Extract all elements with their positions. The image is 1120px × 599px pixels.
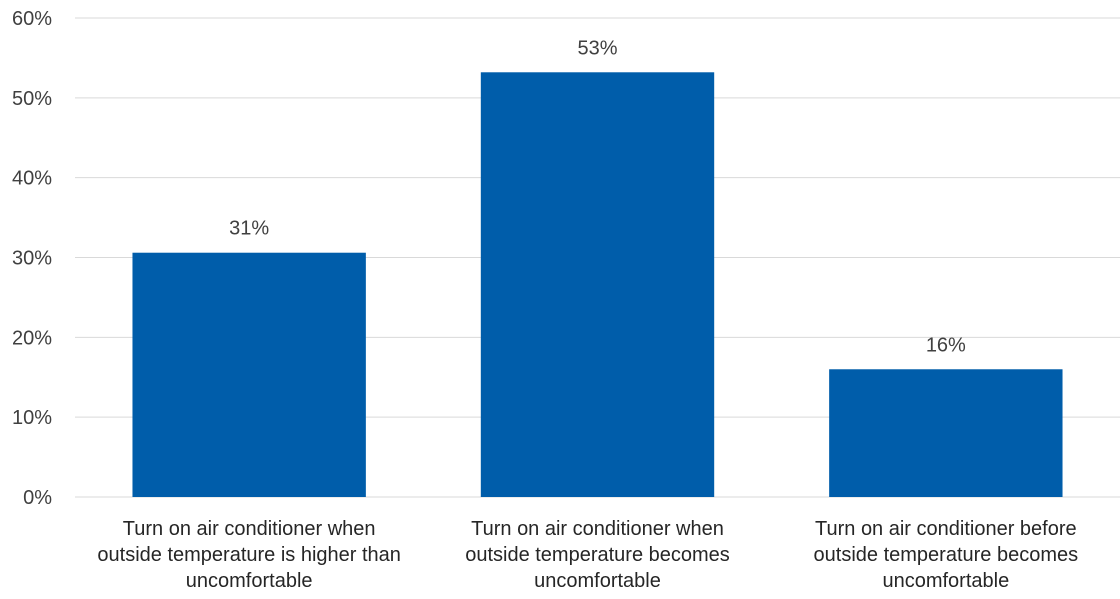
data-label: 16%	[926, 334, 966, 356]
x-tick-label-line: outside temperature becomes	[814, 544, 1079, 566]
data-label: 53%	[577, 37, 617, 59]
y-axis: 0% 10% 20% 30% 40% 50% 60%	[12, 8, 52, 509]
y-tick-label: 0%	[23, 487, 52, 509]
x-axis: Turn on air conditioner when outside temp…	[97, 518, 1078, 592]
bars	[132, 72, 1063, 497]
x-tick-label-line: outside temperature is higher than	[97, 544, 401, 566]
x-tick-label-line: uncomfortable	[534, 570, 661, 592]
x-tick-label: Turn on air conditioner when outside temp…	[465, 518, 730, 592]
x-tick-label: Turn on air conditioner before outside te…	[814, 518, 1079, 592]
y-tick-label: 10%	[12, 407, 52, 429]
y-tick-label: 20%	[12, 327, 52, 349]
bar	[132, 252, 366, 497]
x-tick-label-line: outside temperature becomes	[465, 544, 730, 566]
bar	[480, 72, 715, 497]
x-tick-label-line: Turn on air conditioner when	[471, 518, 724, 540]
y-tick-label: 30%	[12, 248, 52, 270]
x-tick-label-line: Turn on air conditioner before	[815, 518, 1077, 540]
y-tick-label: 50%	[12, 88, 52, 110]
data-label: 31%	[229, 218, 269, 240]
x-tick-label: Turn on air conditioner when outside temp…	[97, 518, 401, 592]
data-labels: 31% 53% 16%	[229, 37, 966, 356]
bar	[829, 369, 1063, 497]
x-tick-label-line: Turn on air conditioner when	[123, 518, 376, 540]
x-tick-label-line: uncomfortable	[882, 570, 1009, 592]
y-tick-label: 60%	[12, 8, 52, 30]
y-tick-label: 40%	[12, 168, 52, 190]
x-tick-label-line: uncomfortable	[186, 570, 313, 592]
